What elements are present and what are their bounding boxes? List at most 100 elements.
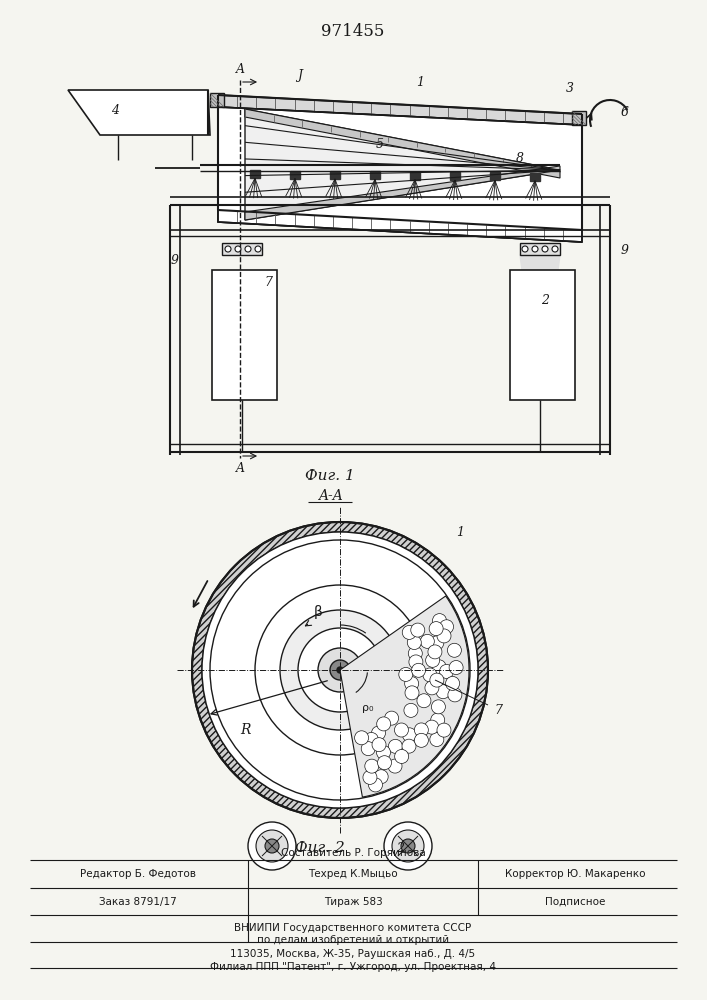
Text: Подписное: Подписное bbox=[545, 897, 605, 907]
Polygon shape bbox=[245, 166, 560, 220]
Circle shape bbox=[448, 643, 462, 657]
Circle shape bbox=[405, 686, 419, 700]
Circle shape bbox=[248, 822, 296, 870]
Circle shape bbox=[414, 723, 428, 737]
Polygon shape bbox=[520, 255, 560, 270]
Bar bbox=[210, 93, 224, 107]
Circle shape bbox=[431, 713, 445, 727]
Circle shape bbox=[363, 770, 377, 784]
Circle shape bbox=[414, 733, 428, 747]
Circle shape bbox=[440, 664, 454, 678]
Circle shape bbox=[337, 667, 343, 673]
Bar bbox=[572, 111, 586, 125]
Text: Редактор Б. Федотов: Редактор Б. Федотов bbox=[80, 869, 196, 879]
Circle shape bbox=[402, 625, 416, 639]
Circle shape bbox=[425, 681, 439, 695]
Circle shape bbox=[522, 246, 528, 252]
Circle shape bbox=[265, 839, 279, 853]
Text: 8: 8 bbox=[516, 151, 524, 164]
Circle shape bbox=[532, 246, 538, 252]
Circle shape bbox=[409, 655, 423, 669]
Circle shape bbox=[355, 731, 368, 745]
Text: A: A bbox=[235, 462, 245, 475]
Circle shape bbox=[449, 661, 463, 675]
Circle shape bbox=[402, 739, 416, 753]
Polygon shape bbox=[530, 173, 540, 181]
Text: Филиал ППП "Патент", г. Ужгород, ул. Проектная, 4: Филиал ППП "Патент", г. Ужгород, ул. Про… bbox=[210, 962, 496, 972]
Polygon shape bbox=[245, 109, 560, 220]
Circle shape bbox=[552, 246, 558, 252]
Circle shape bbox=[436, 685, 450, 699]
Circle shape bbox=[404, 677, 419, 691]
Circle shape bbox=[377, 717, 391, 731]
Circle shape bbox=[430, 733, 444, 747]
Text: 5: 5 bbox=[376, 138, 384, 151]
Wedge shape bbox=[340, 596, 469, 797]
Circle shape bbox=[421, 634, 434, 648]
Circle shape bbox=[411, 623, 425, 637]
Bar bbox=[520, 243, 560, 255]
Circle shape bbox=[318, 648, 362, 692]
Circle shape bbox=[430, 673, 444, 687]
Polygon shape bbox=[245, 109, 560, 178]
Circle shape bbox=[448, 688, 462, 702]
Polygon shape bbox=[410, 172, 420, 180]
Text: 1: 1 bbox=[416, 76, 424, 89]
Text: Техред К.Мыцьо: Техред К.Мыцьо bbox=[308, 869, 398, 879]
Text: 2: 2 bbox=[541, 294, 549, 306]
Circle shape bbox=[377, 745, 390, 759]
Circle shape bbox=[374, 770, 388, 784]
Circle shape bbox=[395, 723, 409, 737]
Polygon shape bbox=[218, 210, 582, 242]
Circle shape bbox=[256, 830, 288, 862]
Text: 7: 7 bbox=[494, 704, 502, 716]
Circle shape bbox=[235, 246, 241, 252]
Circle shape bbox=[431, 700, 445, 714]
Bar bbox=[510, 270, 575, 400]
Circle shape bbox=[395, 749, 409, 763]
Circle shape bbox=[192, 522, 488, 818]
Circle shape bbox=[385, 711, 399, 725]
Text: Заказ 8791/17: Заказ 8791/17 bbox=[99, 897, 177, 907]
Polygon shape bbox=[370, 171, 380, 179]
Circle shape bbox=[428, 645, 442, 659]
Text: 4: 4 bbox=[111, 104, 119, 116]
Polygon shape bbox=[218, 107, 582, 242]
Circle shape bbox=[225, 246, 231, 252]
Text: Фиг. 2: Фиг. 2 bbox=[295, 841, 345, 855]
Text: 9: 9 bbox=[621, 243, 629, 256]
Text: Корректор Ю. Макаренко: Корректор Ю. Макаренко bbox=[505, 869, 645, 879]
Text: β: β bbox=[314, 605, 322, 619]
Text: Составитель Р. Горяинова: Составитель Р. Горяинова bbox=[281, 848, 426, 858]
Circle shape bbox=[378, 756, 392, 770]
Text: по делам изобретений и открытий: по делам изобретений и открытий bbox=[257, 935, 449, 945]
Text: 2: 2 bbox=[396, 842, 404, 854]
Circle shape bbox=[399, 667, 413, 681]
Circle shape bbox=[425, 720, 439, 734]
Circle shape bbox=[542, 246, 548, 252]
Polygon shape bbox=[68, 90, 210, 135]
Circle shape bbox=[445, 676, 460, 690]
Circle shape bbox=[423, 668, 437, 682]
Polygon shape bbox=[250, 170, 260, 178]
Circle shape bbox=[402, 728, 416, 742]
Text: 9: 9 bbox=[171, 253, 179, 266]
Text: ρ₀: ρ₀ bbox=[362, 703, 374, 713]
Circle shape bbox=[361, 742, 375, 756]
Circle shape bbox=[371, 726, 385, 740]
Text: Фиг. 1: Фиг. 1 bbox=[305, 469, 355, 483]
Circle shape bbox=[280, 610, 400, 730]
Text: A: A bbox=[235, 63, 245, 76]
Circle shape bbox=[372, 738, 386, 752]
Circle shape bbox=[365, 759, 379, 773]
Circle shape bbox=[298, 628, 382, 712]
Polygon shape bbox=[290, 171, 300, 179]
Polygon shape bbox=[218, 95, 582, 125]
Circle shape bbox=[430, 636, 444, 650]
Circle shape bbox=[440, 620, 454, 634]
Text: 3: 3 bbox=[566, 82, 574, 95]
Text: A-A: A-A bbox=[317, 489, 342, 503]
Circle shape bbox=[437, 629, 451, 643]
Text: 113035, Москва, Ж-35, Раушская наб., Д. 4/5: 113035, Москва, Ж-35, Раушская наб., Д. … bbox=[230, 949, 476, 959]
Circle shape bbox=[202, 532, 478, 808]
